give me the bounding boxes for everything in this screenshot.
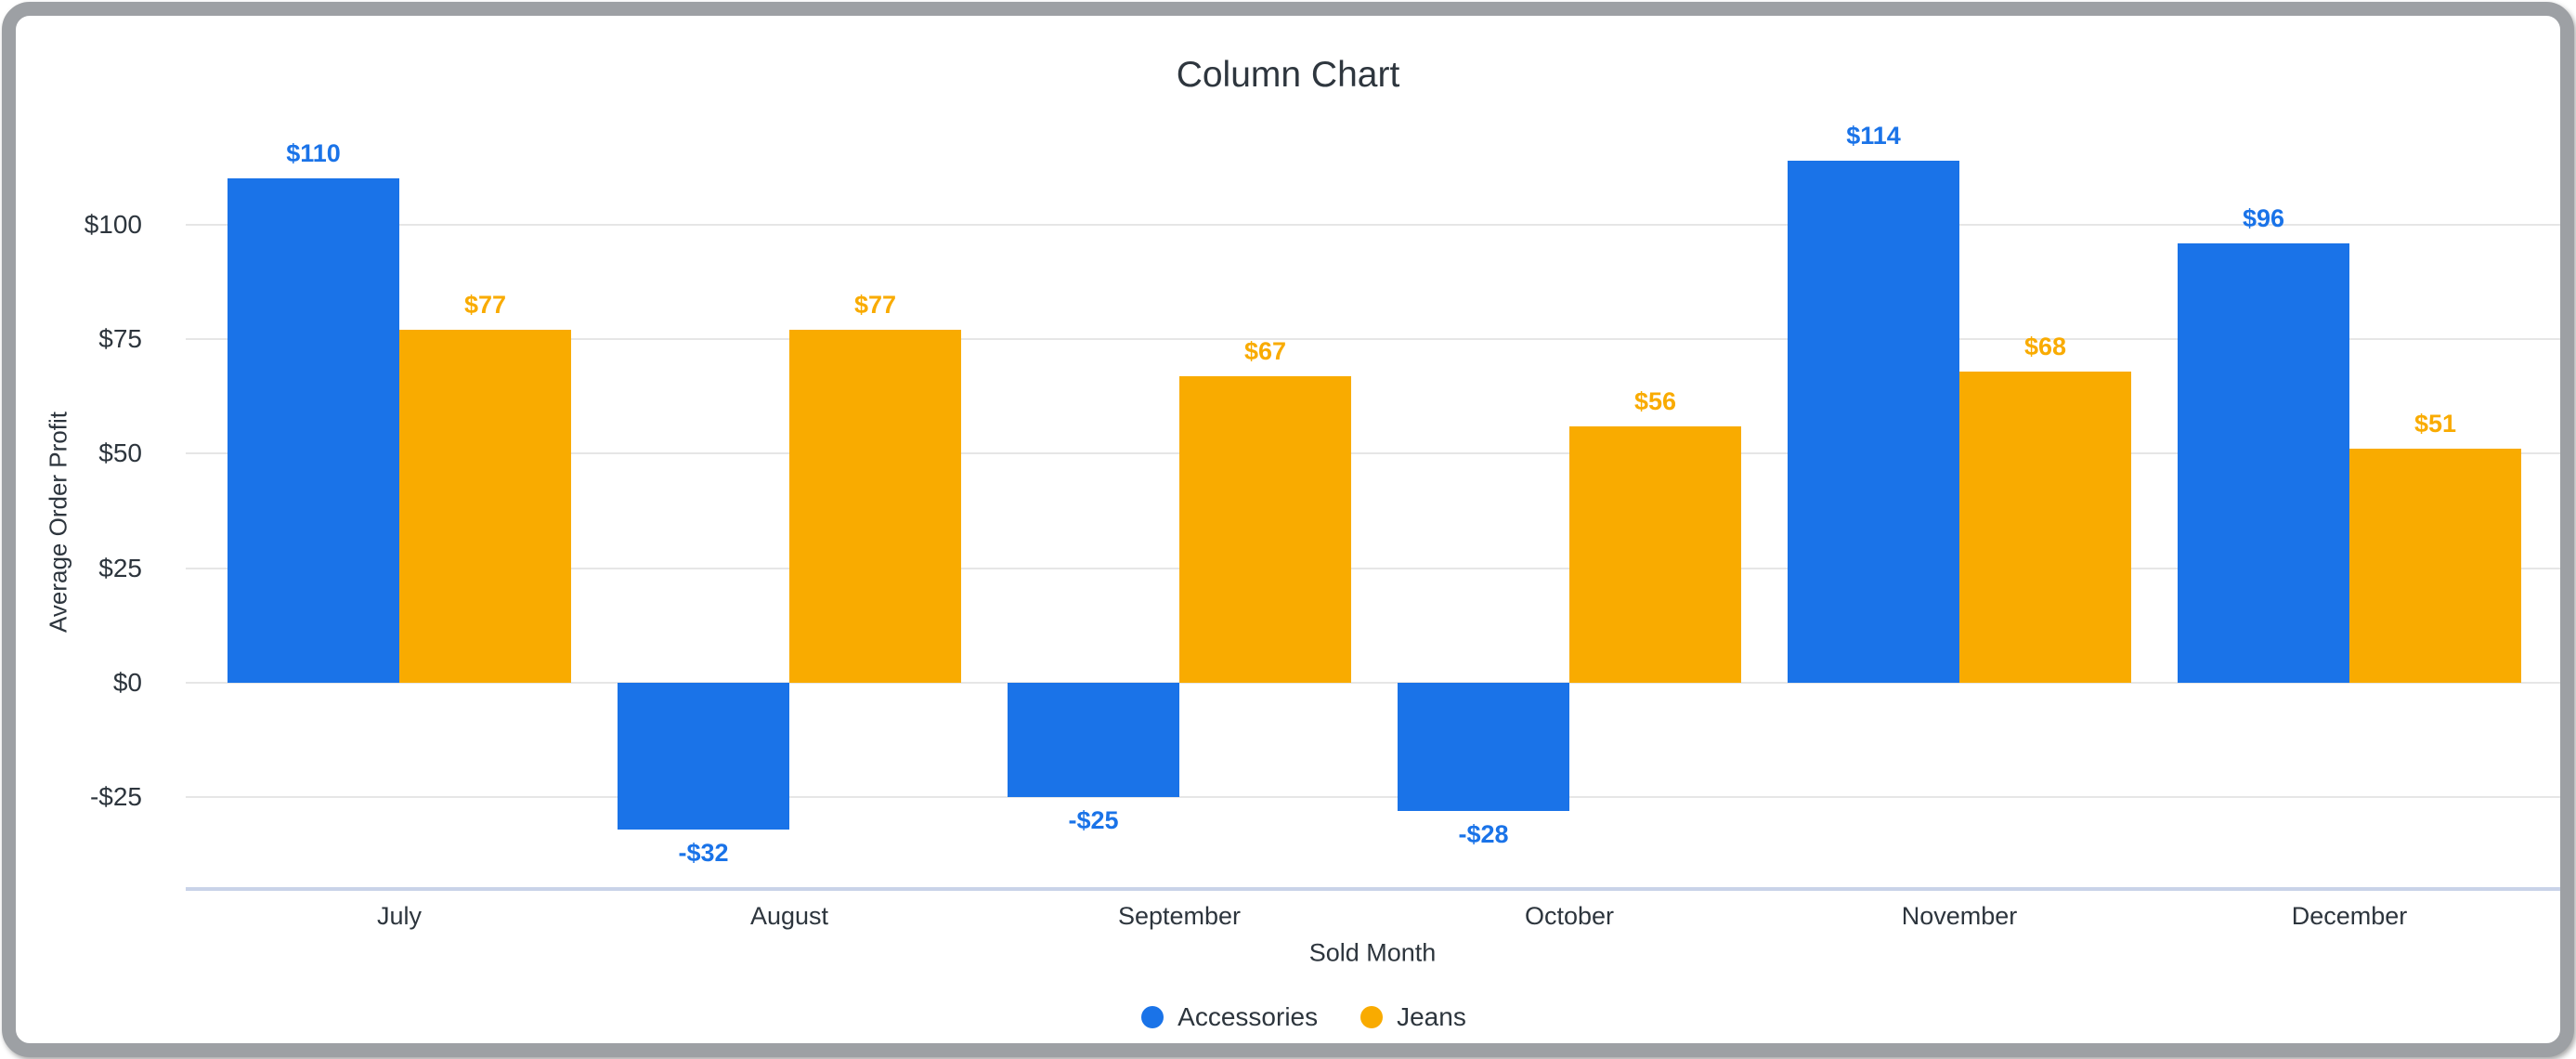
legend-item-jeans[interactable]: Jeans: [1360, 1002, 1466, 1032]
gridline--25: [186, 796, 2560, 799]
legend-label: Jeans: [1397, 1002, 1466, 1031]
y-tick-label: $50: [98, 438, 142, 468]
value-label-accessories-december: $96: [2242, 203, 2285, 232]
value-label-accessories-october: -$28: [1458, 820, 1509, 849]
bar-accessories-october[interactable]: [1398, 683, 1569, 812]
value-label-jeans-september: $67: [1243, 336, 1287, 365]
gridline-50: [186, 452, 2560, 455]
x-tick-label-august: August: [749, 902, 829, 930]
legend-swatch-icon: [1141, 1006, 1164, 1028]
bar-accessories-december[interactable]: [2178, 242, 2349, 684]
legend-label: Accessories: [1177, 1002, 1319, 1031]
bar-jeans-december[interactable]: [2349, 449, 2521, 684]
value-label-accessories-september: -$25: [1068, 806, 1119, 835]
y-tick-label: $75: [98, 324, 142, 354]
value-label-jeans-july: $77: [463, 291, 507, 320]
legend: Accessories Jeans: [16, 997, 2576, 1038]
x-axis-title: Sold Month: [1308, 938, 1437, 967]
plot-area: [186, 109, 2560, 889]
legend-item-accessories[interactable]: Accessories: [1141, 1002, 1318, 1032]
bar-jeans-july[interactable]: [399, 330, 571, 684]
bar-jeans-august[interactable]: [789, 330, 961, 684]
x-axis-line: [186, 887, 2560, 891]
x-tick-label-november: November: [1901, 902, 2018, 930]
y-axis-title: Average Order Profit: [44, 412, 72, 633]
value-label-jeans-october: $56: [1633, 386, 1677, 415]
bar-accessories-september[interactable]: [1008, 683, 1179, 798]
bar-jeans-november[interactable]: [1959, 371, 2131, 684]
bar-jeans-september[interactable]: [1179, 375, 1351, 684]
x-tick-label-december: December: [2291, 902, 2408, 930]
y-tick-label: -$25: [89, 782, 142, 812]
y-tick-label: $25: [98, 553, 142, 582]
x-tick-label-july: July: [376, 902, 423, 930]
bar-accessories-july[interactable]: [228, 178, 399, 684]
y-tick-label: $0: [112, 668, 142, 698]
gridline-75: [186, 338, 2560, 341]
chart-title: Column Chart: [1176, 55, 1400, 95]
value-label-jeans-november: $68: [2023, 332, 2067, 360]
y-tick-label: $100: [84, 209, 142, 239]
gridline-0: [186, 682, 2560, 685]
value-label-accessories-november: $114: [1846, 121, 1901, 150]
bar-accessories-november[interactable]: [1788, 160, 1959, 684]
value-label-accessories-august: -$32: [678, 838, 729, 867]
value-label-jeans-august: $77: [853, 291, 897, 320]
x-tick-label-october: October: [1524, 902, 1615, 930]
value-label-jeans-december: $51: [2413, 410, 2457, 438]
value-label-accessories-july: $110: [286, 139, 341, 168]
gridline-25: [186, 567, 2560, 569]
legend-swatch-icon: [1360, 1006, 1384, 1028]
bar-jeans-october[interactable]: [1569, 425, 1741, 684]
bar-accessories-august[interactable]: [618, 683, 789, 830]
x-tick-label-september: September: [1117, 902, 1242, 930]
gridline-100: [186, 223, 2560, 226]
